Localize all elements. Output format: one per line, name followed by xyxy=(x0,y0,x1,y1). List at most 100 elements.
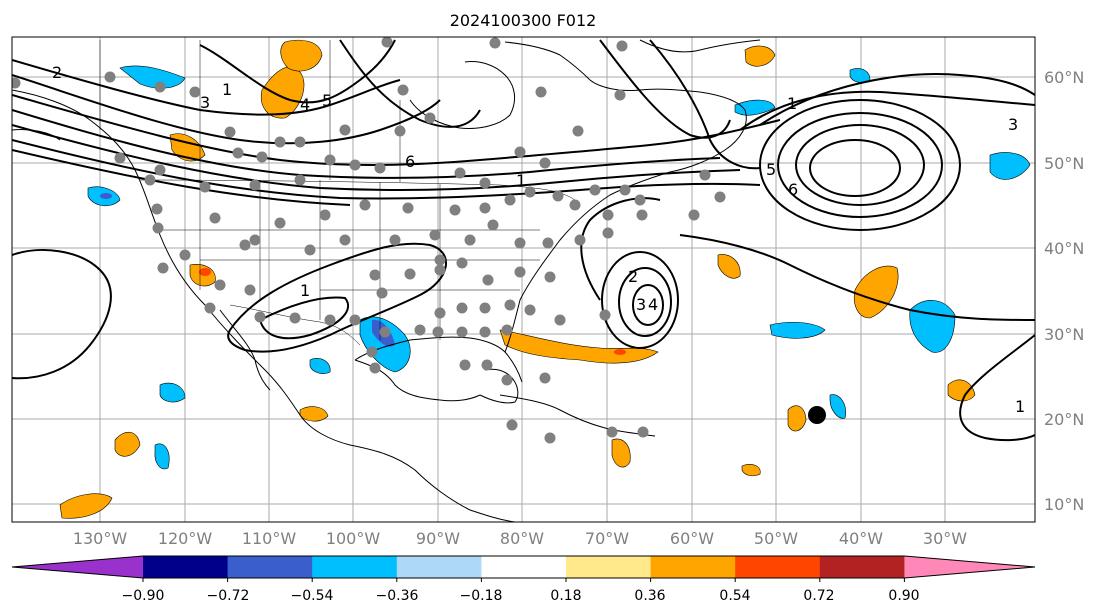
station-dot xyxy=(602,209,614,221)
contour-west-trough-2 xyxy=(339,39,481,128)
shade-atlantic-blue-3 xyxy=(989,152,1031,180)
colorbar-tick-label: −0.36 xyxy=(376,588,419,604)
contour-label: 4 xyxy=(648,295,658,314)
colorbar-tick-label: 0.18 xyxy=(550,588,581,604)
contour-north-1 xyxy=(12,59,401,116)
contour-atlantic-se xyxy=(959,334,1035,442)
station-dot xyxy=(542,237,554,249)
contour-label-group: 1 2 3 4 5 6 1 2 3 4 1 1 6 3 5 1 xyxy=(52,63,1025,416)
contour-pacific-1 xyxy=(12,249,112,380)
station-dot xyxy=(244,284,256,296)
station-dot xyxy=(589,184,601,196)
lon-label: 60°W xyxy=(670,529,714,548)
station-dot xyxy=(374,162,386,174)
contour-jet-1 xyxy=(12,94,781,166)
station-dot xyxy=(324,314,336,326)
station-dot xyxy=(574,234,586,246)
longitude-labels: 130°W 120°W 110°W 100°W 90°W 80°W 70°W 6… xyxy=(73,529,967,548)
contour-southwest xyxy=(227,242,447,353)
map-content: 1 2 3 4 5 6 1 2 3 4 1 1 6 3 5 1 xyxy=(12,37,1035,522)
station-dot xyxy=(456,326,468,338)
colorbar-bin xyxy=(566,556,652,578)
station-dot xyxy=(404,268,416,280)
station-dot xyxy=(606,426,618,438)
lat-label: 60°N xyxy=(1044,68,1084,87)
station-dot xyxy=(539,157,551,169)
station-dot xyxy=(157,262,169,274)
shade-atlantic-south xyxy=(741,464,761,477)
station-dot xyxy=(209,212,221,224)
station-dot xyxy=(214,279,226,291)
station-dot xyxy=(366,346,378,358)
map-title: 2024100300 F012 xyxy=(450,11,597,30)
colorbar-over-extension xyxy=(904,556,1035,578)
shade-pacific-nw-core xyxy=(100,193,112,199)
lon-label: 40°W xyxy=(839,529,883,548)
station-dot xyxy=(501,374,513,386)
shade-atlantic-blue-1 xyxy=(909,300,956,353)
colorbar-bin xyxy=(481,556,567,578)
station-dot xyxy=(481,359,493,371)
station-dot xyxy=(634,194,646,206)
station-dot xyxy=(616,40,628,52)
contour-labrador xyxy=(599,39,731,139)
contour-label: 4 xyxy=(300,95,310,114)
cool-shading xyxy=(87,65,1031,470)
station-dot xyxy=(397,84,409,96)
station-dot xyxy=(294,136,306,148)
lat-label: 40°N xyxy=(1044,239,1084,258)
station-dot xyxy=(479,302,491,314)
station-dot xyxy=(179,249,191,261)
station-dot xyxy=(487,219,499,231)
station-dot xyxy=(144,174,156,186)
station-dot xyxy=(479,177,491,189)
coast-greenland xyxy=(639,39,761,53)
contour-jet-3 xyxy=(12,124,741,191)
contour-label: 5 xyxy=(766,160,776,179)
station-dot xyxy=(699,169,711,181)
border-us-canada xyxy=(139,179,576,201)
contour-hurricane-3 xyxy=(632,284,664,326)
station-dot xyxy=(369,362,381,374)
station-dot xyxy=(544,432,556,444)
station-dot xyxy=(479,326,491,338)
colorbar-tick-label: −0.72 xyxy=(207,588,250,604)
contour-label: 2 xyxy=(52,63,62,82)
station-dot xyxy=(324,154,336,166)
map-frame-border xyxy=(11,36,1036,523)
shade-california-peak xyxy=(199,268,211,276)
station-dot xyxy=(319,209,331,221)
colorbar-tick-label: 0.90 xyxy=(888,588,919,604)
station-dot xyxy=(479,202,491,214)
station-dot xyxy=(376,287,388,299)
shade-tropical-atlantic xyxy=(787,405,807,432)
lat-label: 30°N xyxy=(1044,325,1084,344)
contour-atlantic-north xyxy=(739,90,1035,131)
contour-label: 3 xyxy=(200,93,210,112)
shade-atlantic-ne xyxy=(947,379,976,402)
station-dot xyxy=(514,266,526,278)
coastlines xyxy=(12,39,761,522)
station-dot xyxy=(456,257,468,269)
station-dot xyxy=(454,167,466,179)
border-us-mexico xyxy=(229,304,361,346)
colorbar-tick-label: −0.54 xyxy=(291,588,334,604)
coast-atlantic xyxy=(504,149,726,353)
shade-atlantic-blue-2 xyxy=(769,321,826,339)
station-dot xyxy=(114,152,126,164)
lon-label: 110°W xyxy=(242,529,297,548)
station-dot xyxy=(379,326,391,338)
station-dot xyxy=(12,77,21,89)
station-dot xyxy=(434,307,446,319)
station-dot xyxy=(256,151,268,163)
contour-label: 1 xyxy=(300,281,310,300)
station-dot xyxy=(544,271,556,283)
contour-label: 5 xyxy=(322,91,332,110)
station-dot xyxy=(535,86,547,98)
contour-hurricane-2 xyxy=(618,267,672,337)
station-dot xyxy=(274,136,286,148)
station-dot xyxy=(359,199,371,211)
station-dot xyxy=(232,147,244,159)
station-dot xyxy=(482,274,494,286)
station-dot xyxy=(434,264,446,276)
